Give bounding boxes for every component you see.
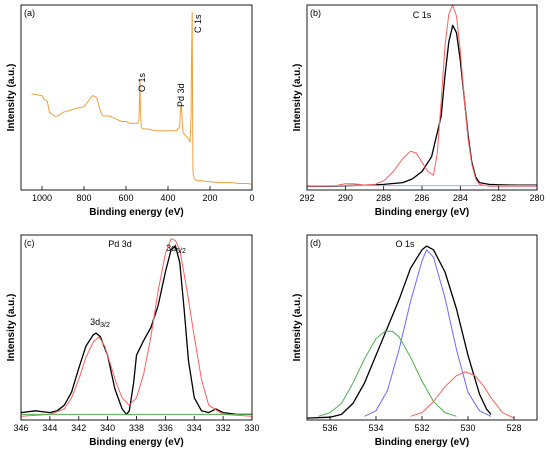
series-line-1 — [20, 245, 252, 416]
x-tick-label: 280 — [529, 193, 544, 203]
annotation-o1s: O 1s — [137, 72, 147, 92]
series-line-4 — [410, 371, 515, 419]
series-line-2 — [20, 238, 253, 417]
series-line-2 — [364, 249, 492, 417]
series-line-3 — [318, 330, 457, 417]
plot-frame — [306, 234, 538, 421]
x-tick-label: 340 — [100, 423, 115, 433]
panel-c-title: Pd 3d — [108, 239, 132, 249]
x-tick-label: 332 — [216, 423, 231, 433]
x-tick-label: 346 — [13, 423, 28, 433]
x-axis-label: Binding energy (eV) — [375, 437, 469, 448]
panel-label: (d) — [310, 238, 321, 248]
x-axis-label: Binding energy (eV) — [375, 207, 469, 218]
x-tick-label: 600 — [118, 193, 133, 203]
y-axis-label: Intensity (a.u.) — [292, 64, 303, 132]
annotation-c1s: C 1s — [193, 14, 203, 33]
x-tick-label: 400 — [160, 193, 175, 203]
annotation-pd3d: Pd 3d — [176, 83, 186, 107]
x-tick-label: 282 — [491, 193, 506, 203]
y-axis-label: Intensity (a.u.) — [6, 64, 17, 132]
panel-b: 292 290 288 286 284 282 280 Binding energy (eV)… — [292, 4, 545, 218]
x-tick-label: 336 — [158, 423, 173, 433]
series-line-1 — [31, 11, 253, 185]
x-tick-label: 534 — [368, 423, 383, 433]
annotation-3d32: 3d3/2 — [90, 317, 110, 329]
x-axis-label: Binding energy (eV) — [89, 207, 183, 218]
x-tick-label: 528 — [506, 423, 521, 433]
x-tick-label: 334 — [187, 423, 202, 433]
x-tick-label: 800 — [76, 193, 91, 203]
panel-label: (c) — [24, 238, 35, 248]
x-tick-label: 330 — [244, 423, 259, 433]
series-line-2 — [307, 4, 537, 187]
x-tick-label: 532 — [414, 423, 429, 433]
x-tick-label: 292 — [299, 193, 314, 203]
x-tick-label: 288 — [376, 193, 391, 203]
plot-frame — [20, 234, 253, 421]
panel-d-title: O 1s — [395, 239, 415, 249]
panel-b-title: C 1s — [413, 10, 432, 20]
plot-frame — [20, 4, 253, 191]
x-tick-label: 530 — [460, 423, 475, 433]
panel-c: 346 344 342 340 338 336 334 332 330 Binding energ… — [6, 234, 260, 448]
panel-a: 1000 800 600 400 200 0 Binding energy (eV) Inte… — [6, 4, 255, 218]
x-tick-label: 286 — [414, 193, 429, 203]
y-axis-label: Intensity (a.u.) — [6, 294, 17, 362]
y-axis-label: Intensity (a.u.) — [292, 294, 303, 362]
series-line-1 — [306, 245, 492, 419]
x-tick-label: 200 — [202, 193, 217, 203]
panel-label: (b) — [310, 8, 321, 18]
x-tick-label: 284 — [453, 193, 468, 203]
x-tick-label: 338 — [129, 423, 144, 433]
x-axis-label: Binding energy (eV) — [89, 437, 183, 448]
x-tick-label: 0 — [249, 193, 254, 203]
x-tick-label: 344 — [42, 423, 57, 433]
panel-label: (a) — [24, 8, 35, 18]
x-tick-label: 342 — [71, 423, 86, 433]
panel-d: 536 534 532 530 528 Binding energy (eV) Intens… — [292, 234, 538, 448]
series-line-1 — [307, 24, 537, 187]
x-tick-label: 1000 — [32, 193, 52, 203]
x-tick-label: 536 — [322, 423, 337, 433]
annotation-3d52: 3d5/2 — [166, 243, 186, 255]
x-tick-label: 290 — [338, 193, 353, 203]
